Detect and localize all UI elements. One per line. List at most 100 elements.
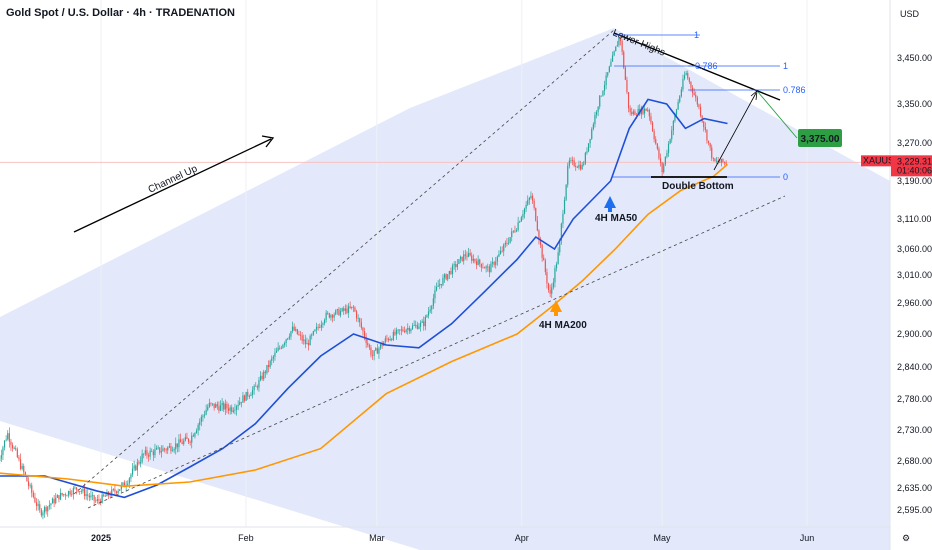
candle-body bbox=[703, 121, 705, 128]
candle-body bbox=[298, 334, 300, 335]
candle-body bbox=[386, 338, 388, 340]
price-tick-label: 3,010.00 bbox=[897, 270, 932, 280]
candle-body bbox=[525, 204, 527, 209]
candle-body bbox=[674, 114, 676, 121]
candle-body bbox=[104, 496, 106, 497]
candle-body bbox=[31, 485, 33, 493]
candle-body bbox=[13, 448, 15, 449]
candle-body bbox=[112, 489, 114, 490]
candle-body bbox=[701, 115, 703, 122]
candle-body bbox=[197, 424, 199, 431]
candle-body bbox=[671, 130, 673, 140]
candle-body bbox=[477, 259, 479, 265]
candle-body bbox=[320, 324, 322, 328]
candle-body bbox=[677, 101, 679, 110]
candle-body bbox=[533, 200, 535, 208]
candle-body bbox=[149, 450, 151, 457]
price-axis-bg bbox=[890, 0, 932, 550]
candle-body bbox=[360, 322, 362, 328]
candle-body bbox=[643, 108, 646, 114]
candle-body bbox=[29, 485, 31, 487]
candle-body bbox=[207, 406, 209, 410]
candle-body bbox=[458, 259, 460, 265]
candle-body bbox=[635, 114, 638, 116]
candle-body bbox=[0, 455, 2, 459]
candle-body bbox=[349, 306, 351, 308]
candle-body bbox=[2, 447, 4, 456]
candle-body bbox=[714, 158, 716, 162]
candle-body bbox=[626, 79, 628, 93]
candle-body bbox=[696, 97, 698, 105]
countdown-label: 01:40:06 bbox=[897, 165, 932, 175]
candle-body bbox=[711, 147, 713, 159]
candle-body bbox=[88, 495, 90, 498]
candle-body bbox=[693, 92, 695, 95]
candle-body bbox=[464, 254, 466, 256]
candle-body bbox=[419, 322, 422, 327]
candle-body bbox=[603, 85, 606, 91]
candle-body bbox=[163, 448, 166, 450]
candle-body bbox=[439, 283, 441, 286]
candle-body bbox=[47, 506, 49, 512]
candle-body bbox=[290, 331, 292, 337]
candle-body bbox=[74, 487, 76, 489]
candle-body bbox=[203, 414, 206, 416]
candle-body bbox=[48, 505, 50, 507]
candle-body bbox=[576, 167, 578, 168]
candle-body bbox=[365, 337, 367, 344]
candle-body bbox=[335, 310, 337, 315]
candle-body bbox=[175, 443, 177, 450]
candle-body bbox=[488, 266, 490, 273]
candle-body bbox=[11, 444, 14, 449]
candle-body bbox=[656, 143, 658, 149]
candle-body bbox=[411, 325, 414, 329]
candle-body bbox=[55, 497, 57, 504]
candle-body bbox=[456, 264, 458, 268]
candle-body bbox=[240, 401, 242, 403]
candle-body bbox=[447, 274, 449, 280]
candle-body bbox=[584, 152, 586, 164]
candle-body bbox=[178, 439, 180, 448]
candle-body bbox=[237, 404, 239, 407]
candle-body bbox=[487, 266, 489, 268]
candle-body bbox=[138, 462, 140, 464]
candle-body bbox=[536, 220, 538, 231]
candle-body bbox=[8, 433, 10, 442]
candle-body bbox=[248, 395, 250, 397]
candle-body bbox=[250, 394, 252, 396]
candle-body bbox=[15, 448, 17, 450]
candle-body bbox=[410, 328, 412, 332]
candle-body bbox=[634, 111, 636, 115]
candle-body bbox=[71, 494, 73, 496]
channel-lower-trendline bbox=[87, 195, 786, 509]
candle-body bbox=[187, 438, 190, 443]
candle-body bbox=[103, 494, 105, 497]
candle-body bbox=[157, 447, 159, 449]
channel-up-label: Channel Up bbox=[147, 163, 200, 195]
candle-body bbox=[143, 453, 145, 455]
candle-body bbox=[325, 312, 327, 321]
candle-body bbox=[258, 380, 260, 388]
fib-level-label: 0.786 bbox=[783, 85, 806, 95]
candle-body bbox=[263, 371, 265, 380]
candle-body bbox=[66, 495, 68, 497]
candle-body bbox=[523, 208, 526, 215]
time-tick-label: Apr bbox=[515, 533, 529, 543]
time-tick-label: 2025 bbox=[91, 533, 111, 543]
candle-body bbox=[562, 213, 564, 224]
candle-body bbox=[475, 261, 478, 265]
candle-body bbox=[200, 416, 202, 422]
candle-body bbox=[627, 92, 630, 109]
candle-body bbox=[376, 348, 378, 354]
candle-body bbox=[471, 255, 473, 261]
candle-body bbox=[408, 327, 410, 332]
candle-body bbox=[23, 466, 25, 473]
candle-body bbox=[570, 159, 572, 161]
lower-highs-line bbox=[613, 32, 781, 101]
candle-body bbox=[183, 440, 185, 445]
candle-body bbox=[191, 435, 193, 443]
candle-body bbox=[719, 162, 721, 164]
candle-body bbox=[243, 395, 246, 401]
candle-body bbox=[67, 491, 70, 496]
